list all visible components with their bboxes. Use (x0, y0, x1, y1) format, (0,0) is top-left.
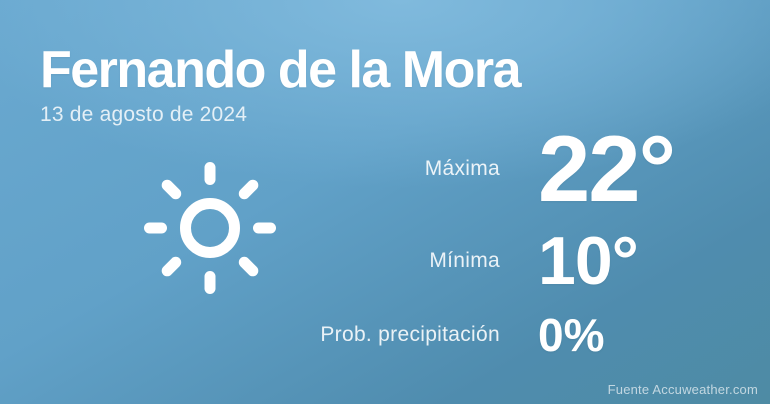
min-temp-label: Mínima (429, 249, 500, 272)
max-temp-value: 22° (538, 116, 676, 221)
precip-prob-label: Prob. precipitación (320, 323, 500, 346)
precip-prob-value: 0% (538, 309, 605, 361)
metric-row-minima: Mínima 10° (180, 227, 638, 295)
metric-row-precipitation: Prob. precipitación 0% (180, 312, 604, 358)
source-attribution: Fuente Accuweather.com (607, 382, 758, 397)
date-subtitle: 13 de agosto de 2024 (40, 103, 248, 126)
metric-row-maxima: Máxima 22° (180, 116, 676, 221)
sun-icon (138, 156, 282, 300)
page-title: Fernando de la Mora (40, 41, 522, 99)
max-temp-label: Máxima (424, 157, 500, 180)
min-temp-value: 10° (538, 223, 639, 299)
header: Fernando de la Mora 13 de agosto de 2024 (40, 41, 522, 127)
